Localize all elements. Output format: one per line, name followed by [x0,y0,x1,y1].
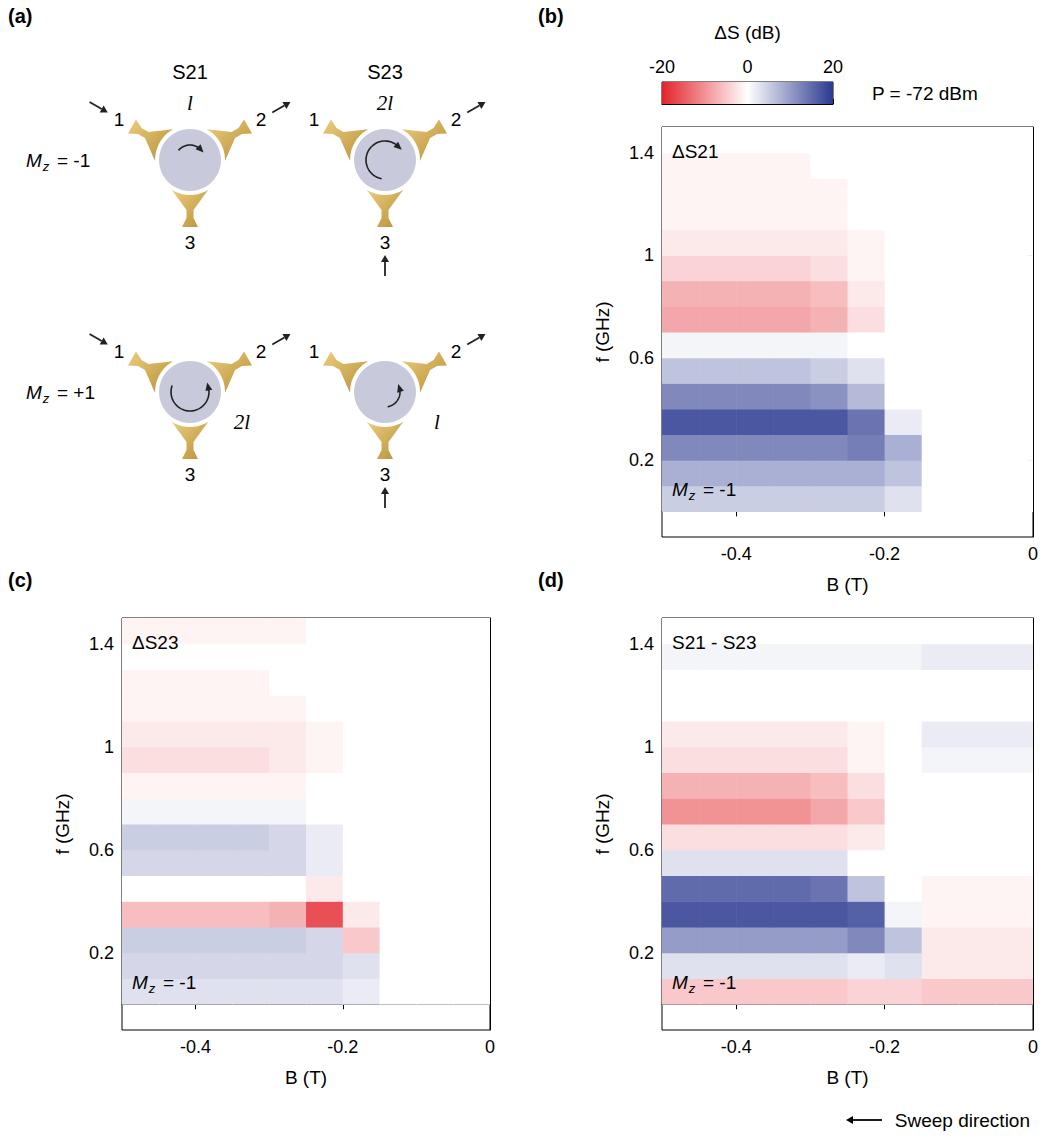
svg-text:P = -72 dBm: P = -72 dBm [872,83,978,104]
svg-text:z: z [688,981,696,996]
svg-text:= -1: = -1 [163,972,196,993]
svg-text:M: M [26,150,42,171]
svg-text:(c): (c) [8,569,32,591]
svg-text:2: 2 [451,341,462,362]
svg-text:= +1: = +1 [57,382,95,403]
svg-text:0.2: 0.2 [629,943,654,963]
svg-text:1: 1 [114,109,125,130]
svg-text:ΔS21: ΔS21 [672,141,719,162]
svg-text:0.6: 0.6 [89,840,114,860]
svg-text:20: 20 [823,57,843,77]
svg-text:1.4: 1.4 [629,143,654,163]
svg-text:f (GHz): f (GHz) [52,793,73,854]
svg-text:2: 2 [256,341,267,362]
svg-text:ΔS23: ΔS23 [132,632,179,653]
svg-text:S23: S23 [367,61,403,83]
svg-text:-20: -20 [649,57,675,77]
svg-text:B (T): B (T) [285,1067,327,1088]
svg-text:-0.4: -0.4 [180,1037,211,1057]
svg-text:3: 3 [185,464,196,485]
svg-text:(a): (a) [8,5,32,27]
svg-text:B (T): B (T) [826,574,868,595]
svg-text:1: 1 [309,341,320,362]
svg-text:3: 3 [185,232,196,253]
svg-text:1: 1 [644,245,654,265]
svg-text:-0.2: -0.2 [327,1037,358,1057]
svg-text:= -1: = -1 [703,479,736,500]
svg-text:M: M [26,382,42,403]
svg-text:2: 2 [256,109,267,130]
svg-text:z: z [148,981,156,996]
svg-text:0.2: 0.2 [629,450,654,470]
svg-text:1: 1 [309,109,320,130]
svg-text:(b): (b) [538,5,564,27]
svg-text:l: l [187,91,193,115]
svg-text:1: 1 [114,341,125,362]
svg-text:-0.2: -0.2 [869,1037,900,1057]
svg-text:1.4: 1.4 [629,634,654,654]
svg-text:z: z [42,391,50,406]
svg-text:0.6: 0.6 [629,348,654,368]
svg-text:M: M [672,972,688,993]
svg-text:0.6: 0.6 [629,840,654,860]
svg-text:S21: S21 [172,61,208,83]
svg-text:2l: 2l [234,410,251,434]
svg-text:M: M [672,479,688,500]
svg-text:z: z [42,159,50,174]
svg-text:M: M [132,972,148,993]
svg-text:f (GHz): f (GHz) [592,301,613,362]
svg-text:-0.4: -0.4 [721,544,752,564]
svg-text:1: 1 [644,737,654,757]
svg-text:0.2: 0.2 [89,943,114,963]
svg-text:-0.2: -0.2 [869,544,900,564]
svg-text:0: 0 [485,1037,495,1057]
svg-text:(d): (d) [538,569,564,591]
svg-text:0: 0 [1028,544,1038,564]
svg-text:2: 2 [451,109,462,130]
svg-text:Sweep direction: Sweep direction [895,1110,1030,1131]
svg-text:3: 3 [380,464,391,485]
svg-text:3: 3 [380,232,391,253]
svg-text:= -1: = -1 [57,150,90,171]
svg-text:f (GHz): f (GHz) [592,793,613,854]
svg-text:B (T): B (T) [826,1067,868,1088]
svg-text:S21 - S23: S21 - S23 [672,632,757,653]
svg-text:-0.4: -0.4 [721,1037,752,1057]
svg-text:= -1: = -1 [703,972,736,993]
svg-text:2l: 2l [377,91,394,115]
svg-text:l: l [434,410,440,434]
svg-text:ΔS (dB): ΔS (dB) [714,22,781,43]
svg-text:1: 1 [104,737,114,757]
svg-text:1.4: 1.4 [89,634,114,654]
svg-text:0: 0 [742,57,752,77]
svg-text:0: 0 [1028,1037,1038,1057]
svg-text:z: z [688,488,696,503]
